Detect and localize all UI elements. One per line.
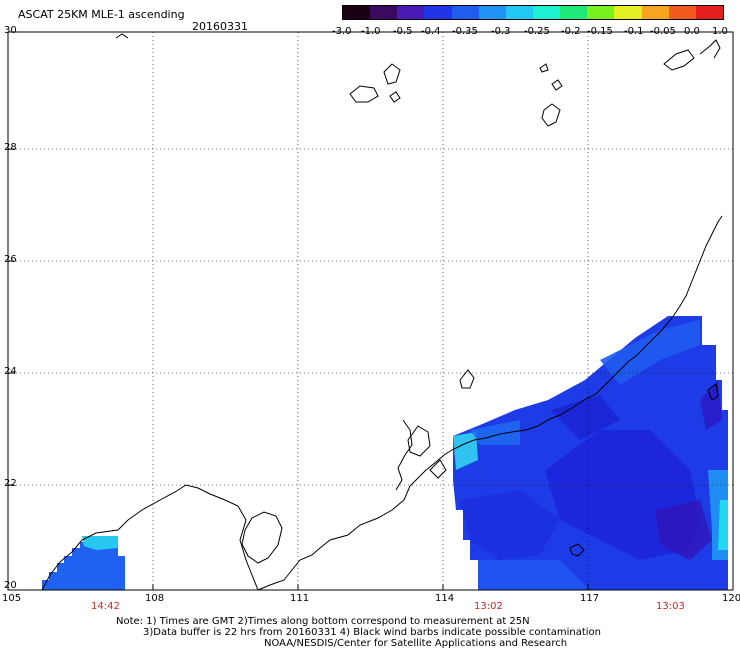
pass-time: 14:42 (91, 601, 120, 612)
lon-label: 111 (290, 593, 310, 604)
lat-label: 30 (4, 25, 17, 36)
colorbar-swatch (695, 6, 723, 19)
lat-label: 22 (4, 478, 17, 489)
map-date: 20160331 (192, 20, 248, 33)
colorbar-swatch (343, 6, 371, 19)
lat-lon-grid (8, 32, 733, 590)
colorbar-swatch (397, 6, 425, 19)
colorbar-swatch (641, 6, 669, 19)
colorbar-swatch (424, 6, 452, 19)
colorbar-swatch (478, 6, 506, 19)
lon-label: 117 (580, 593, 600, 604)
footer-note-2: 3)Data buffer is 22 hrs from 20160331 4)… (143, 627, 601, 638)
colorbar-swatch (505, 6, 533, 19)
lat-label: 24 (4, 366, 17, 377)
colorbar-swatch (587, 6, 615, 19)
footer-credit: NOAA/NESDIS/Center for Satellite Applica… (264, 638, 568, 649)
colorbar-swatch (614, 6, 642, 19)
lon-label: 108 (145, 593, 165, 604)
colorbar-swatch (532, 6, 561, 19)
lat-label: 20 (4, 580, 17, 591)
colorbar-swatch (668, 6, 696, 19)
lon-label: 114 (435, 593, 455, 604)
coastline (41, 33, 723, 591)
colorbar-swatch (560, 6, 588, 19)
lon-label: 120 (722, 593, 740, 604)
pass-time: 13:03 (656, 601, 685, 612)
lon-label: 105 (2, 593, 22, 604)
map-frame (7, 31, 734, 591)
colorbar-swatch (451, 6, 479, 19)
color-scale-bar (342, 5, 724, 20)
lat-label: 26 (4, 254, 17, 265)
wind-data-swath-east (453, 316, 728, 590)
pass-time: 13:02 (474, 601, 503, 612)
lat-label: 28 (4, 142, 17, 153)
footer-note-1: Note: 1) Times are GMT 2)Times along bot… (116, 616, 530, 627)
wind-data-swath-west (42, 536, 125, 590)
colorbar-swatch (370, 6, 398, 19)
map-title: ASCAT 25KM MLE-1 ascending (18, 8, 185, 21)
